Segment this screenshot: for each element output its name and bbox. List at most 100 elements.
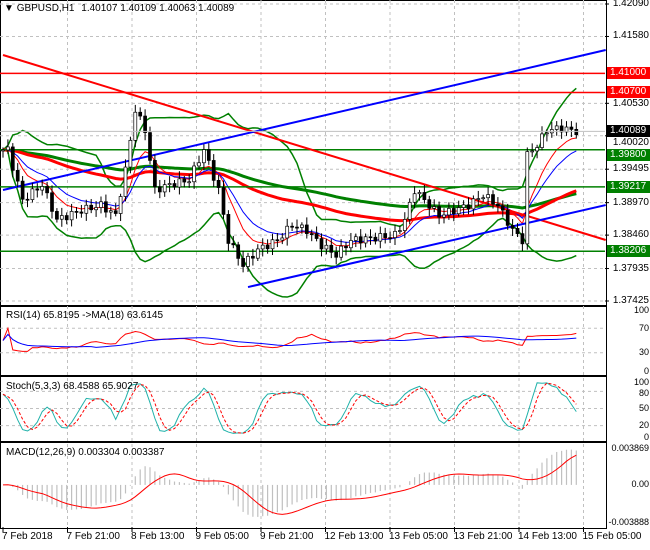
stoch-title: Stoch(5,3,3) 68.4588 65.9027 xyxy=(6,381,139,392)
candle-body xyxy=(451,208,456,215)
candle-body xyxy=(398,230,402,232)
candle-body xyxy=(300,224,304,228)
candle-body xyxy=(45,186,49,194)
macd-signal-line xyxy=(2,454,577,515)
candle-body xyxy=(432,206,437,209)
candle-body xyxy=(69,211,74,221)
panel-frame-3 xyxy=(0,442,607,529)
candle-body xyxy=(251,255,255,259)
candle-body xyxy=(167,183,172,186)
candle-body xyxy=(378,233,383,242)
time-tick-label: 14 Feb 13:00 xyxy=(518,531,577,542)
candle-body xyxy=(89,204,94,211)
macd-tick-label: 0.00 xyxy=(631,479,649,490)
candle-body xyxy=(104,201,108,213)
price-tick-label: 1.38460 xyxy=(612,229,649,241)
candle-body xyxy=(520,233,525,245)
symbol-label: GBPUSD,H1 xyxy=(16,3,75,14)
candle-body xyxy=(481,197,486,200)
ma-slow-red xyxy=(2,148,577,223)
candle-body xyxy=(334,251,339,258)
candle-body xyxy=(412,193,417,203)
candle-body xyxy=(30,188,35,200)
candle-body xyxy=(324,244,329,250)
bollinger-lower xyxy=(2,149,577,298)
candle-body xyxy=(15,170,20,182)
candle-body xyxy=(545,132,549,135)
candle-body xyxy=(148,132,152,161)
candle-body xyxy=(226,214,231,244)
candle-body xyxy=(569,126,574,130)
trendline xyxy=(2,54,606,241)
panel-frame-0 xyxy=(0,0,607,306)
candle-body xyxy=(393,231,397,238)
candle-body xyxy=(329,244,334,253)
candle-body xyxy=(108,210,113,213)
candle-body xyxy=(535,147,539,152)
candle-body xyxy=(50,192,54,212)
candle-body xyxy=(162,184,167,193)
price-tick-label: 1.39495 xyxy=(612,163,649,175)
candle-body xyxy=(79,211,84,214)
macd-tick-label: 0.003869 xyxy=(611,442,649,453)
current-price-label: 1.40089 xyxy=(607,125,650,138)
candle-body xyxy=(55,211,59,220)
candle-body xyxy=(422,192,427,200)
dropdown-arrow-icon[interactable]: ▼ xyxy=(4,3,14,14)
candle-body xyxy=(510,225,515,229)
candle-body xyxy=(285,225,290,239)
level-price-label: 1.38206 xyxy=(607,245,650,258)
candle-body xyxy=(20,180,25,200)
candle-body xyxy=(466,204,471,210)
price-tick-label: 1.40530 xyxy=(612,98,649,110)
price-tick-label: 1.42090 xyxy=(612,0,649,9)
candle-body xyxy=(447,208,451,216)
rsi-tick-label: 70 xyxy=(638,322,649,333)
candle-body xyxy=(221,187,226,215)
time-tick-label: 7 Feb 2018 xyxy=(2,531,53,542)
stoch-tick-label: 50 xyxy=(638,403,649,413)
candle-body xyxy=(231,243,236,246)
rsi-line xyxy=(2,326,577,352)
candle-body xyxy=(172,183,177,188)
candle-body xyxy=(540,133,544,148)
candle-body xyxy=(94,207,98,211)
time-tick-label: 9 Feb 21:00 xyxy=(260,531,314,542)
candle-body xyxy=(64,215,69,221)
candle-body xyxy=(265,244,270,250)
candle-body xyxy=(153,160,157,188)
stoch-tick-label: 80 xyxy=(638,387,649,398)
candle-body xyxy=(202,149,206,164)
candle-body xyxy=(304,224,309,234)
candle-body xyxy=(143,115,147,133)
candle-body xyxy=(471,198,476,210)
candle-body xyxy=(40,186,45,191)
candle-body xyxy=(496,203,500,207)
level-price-label: 1.41000 xyxy=(607,67,650,80)
candle-body xyxy=(25,198,30,201)
candle-body xyxy=(74,211,79,213)
candle-body xyxy=(407,201,412,220)
candle-body xyxy=(339,245,343,258)
candle-body xyxy=(84,204,89,214)
rsi-tick-label: 100 xyxy=(633,304,649,315)
candle-body xyxy=(187,181,192,184)
stoch-tick-label: 20 xyxy=(638,420,649,431)
price-tick-label: 1.37425 xyxy=(612,295,649,306)
time-tick-label: 13 Feb 21:00 xyxy=(453,531,513,542)
candle-body xyxy=(486,194,490,199)
candle-body xyxy=(138,111,143,117)
macd-tick-label: -0.003888 xyxy=(608,516,649,527)
price-tick-label: 1.40020 xyxy=(612,137,649,149)
candle-body xyxy=(309,233,314,235)
price-tick-label: 1.37935 xyxy=(612,262,649,274)
candle-body xyxy=(554,125,559,130)
candle-body xyxy=(559,125,564,133)
candle-body xyxy=(192,165,196,183)
panel-frame-1 xyxy=(0,306,607,376)
candle-body xyxy=(99,201,103,208)
candle-body xyxy=(319,238,324,250)
candle-body xyxy=(344,245,348,249)
candle-body xyxy=(59,215,64,220)
